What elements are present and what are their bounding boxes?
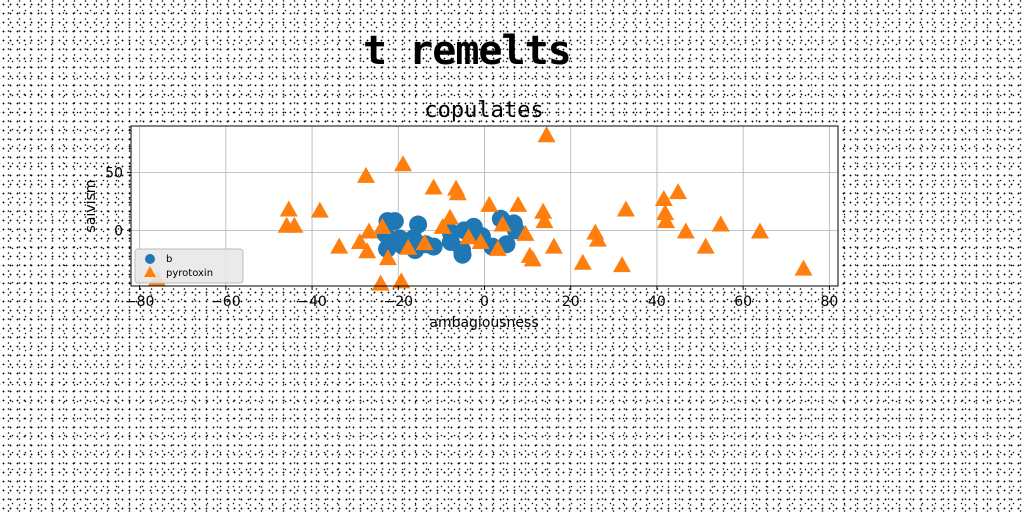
data-point-pyrotoxin	[488, 239, 507, 256]
data-point-pyrotoxin	[373, 217, 392, 234]
y-tick-label: 0	[114, 223, 123, 239]
chart-title: copulates	[424, 98, 543, 123]
data-point-pyrotoxin	[523, 250, 542, 267]
data-point-pyrotoxin	[480, 195, 499, 212]
data-point-b	[378, 239, 397, 258]
data-point-pyrotoxin	[359, 222, 378, 239]
data-point-pyrotoxin	[433, 217, 452, 234]
data-point-pyrotoxin	[399, 238, 418, 255]
data-point-pyrotoxin	[493, 215, 512, 232]
data-point-pyrotoxin	[656, 203, 675, 220]
legend-label-pyrotoxin: pyrotoxin	[166, 268, 213, 279]
data-point-b	[453, 241, 472, 260]
x-tick-label: 0	[480, 294, 489, 310]
data-point-pyrotoxin	[537, 126, 556, 143]
legend-marker-b	[145, 254, 155, 264]
data-point-pyrotoxin	[371, 274, 390, 291]
y-axis-label: saivism	[83, 180, 99, 233]
data-point-pyrotoxin	[378, 249, 397, 266]
data-point-pyrotoxin	[441, 208, 460, 225]
figure-suptitle: t remelts	[363, 28, 572, 74]
data-point-pyrotoxin	[696, 237, 715, 254]
data-points	[147, 126, 813, 291]
data-point-pyrotoxin	[350, 232, 369, 249]
data-point-pyrotoxin	[459, 228, 478, 245]
legend-box	[134, 248, 244, 284]
legend-label-b: b	[166, 254, 172, 265]
data-point-pyrotoxin	[656, 212, 675, 229]
x-axis-ticks: −80 −60 −40 −20 0 20 40 60 80	[125, 286, 838, 310]
data-point-pyrotoxin	[794, 259, 813, 276]
y-axis-ticks: 0 50	[105, 165, 131, 239]
data-point-pyrotoxin	[330, 237, 349, 254]
data-point-pyrotoxin	[471, 232, 490, 249]
data-point-b	[385, 212, 404, 231]
data-point-pyrotoxin	[448, 184, 467, 201]
data-point-pyrotoxin	[516, 224, 535, 241]
data-point-pyrotoxin	[356, 166, 375, 183]
x-tick-label: −20	[384, 294, 414, 310]
x-tick-label: −80	[125, 294, 155, 310]
data-point-pyrotoxin	[669, 183, 688, 200]
data-point-pyrotoxin	[750, 222, 769, 239]
data-point-pyrotoxin	[573, 253, 592, 270]
data-point-pyrotoxin	[424, 178, 443, 195]
data-point-pyrotoxin	[676, 222, 695, 239]
data-point-b	[409, 215, 428, 234]
data-point-pyrotoxin	[654, 190, 673, 207]
y-tick-label: 50	[105, 165, 123, 181]
x-tick-label: 40	[648, 294, 666, 310]
data-point-pyrotoxin	[509, 195, 528, 212]
x-axis-label: ambagiousness	[429, 315, 538, 331]
data-point-pyrotoxin	[613, 256, 632, 273]
data-point-pyrotoxin	[285, 216, 304, 233]
data-point-pyrotoxin	[415, 234, 434, 251]
legend-marker-pyrotoxin	[144, 266, 156, 277]
x-tick-label: 80	[820, 294, 838, 310]
data-point-pyrotoxin	[279, 200, 298, 217]
data-point-pyrotoxin	[616, 200, 635, 217]
x-tick-label: 20	[562, 294, 580, 310]
data-point-pyrotoxin	[310, 201, 329, 218]
data-point-b	[424, 237, 443, 256]
data-point-pyrotoxin	[544, 237, 563, 254]
data-point-pyrotoxin	[394, 155, 413, 172]
legend: b pyrotoxin	[134, 248, 244, 284]
data-point-pyrotoxin	[711, 215, 730, 232]
x-tick-label: −40	[297, 294, 327, 310]
x-tick-label: 60	[734, 294, 752, 310]
data-point-pyrotoxin	[534, 202, 553, 219]
data-point-pyrotoxin	[535, 212, 554, 229]
data-point-pyrotoxin	[588, 230, 607, 247]
data-point-pyrotoxin	[358, 242, 377, 259]
data-point-pyrotoxin	[392, 272, 411, 289]
x-tick-label: −60	[211, 294, 241, 310]
